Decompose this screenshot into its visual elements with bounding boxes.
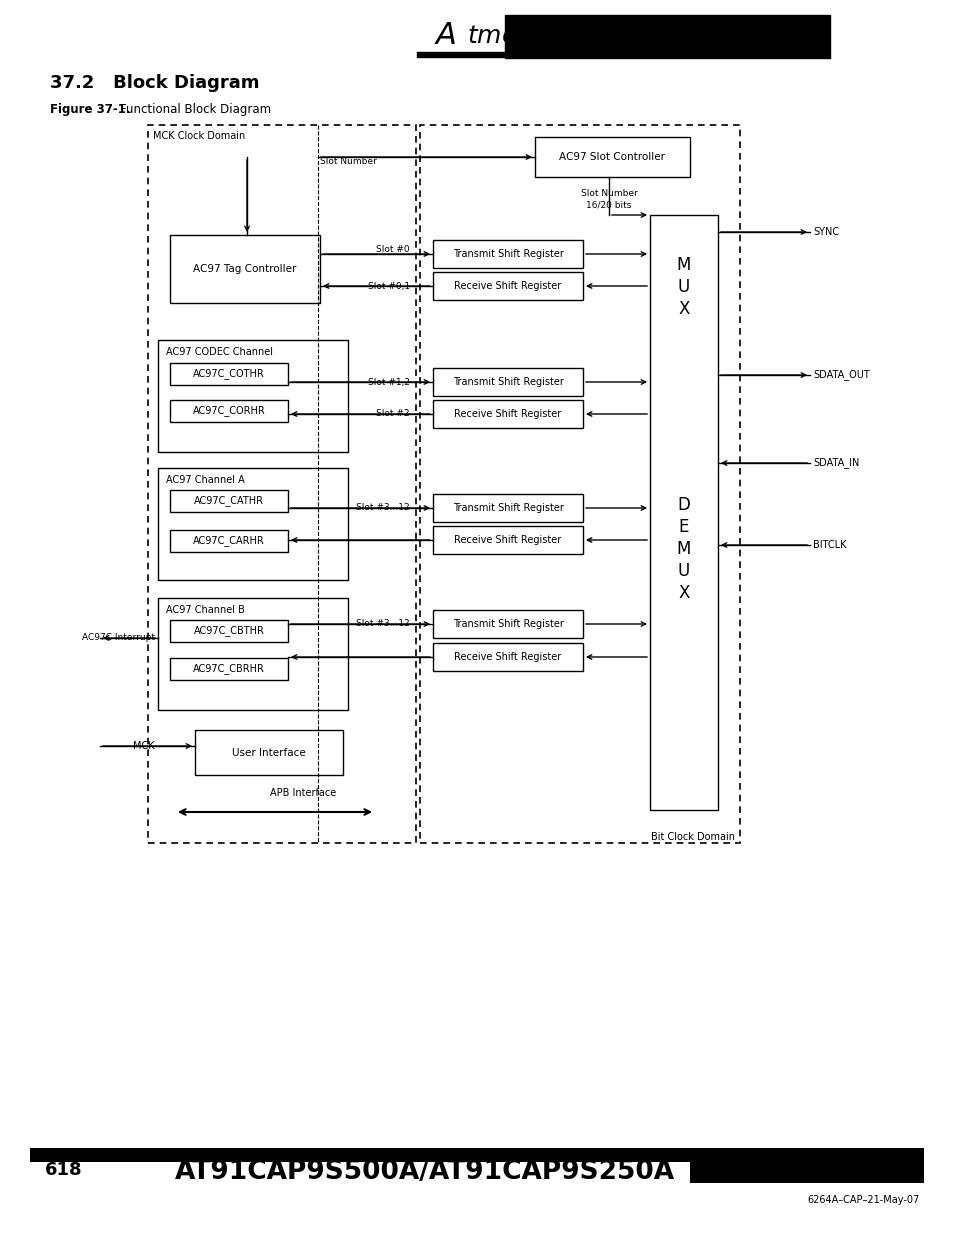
Text: MCK: MCK: [133, 741, 154, 751]
Bar: [433, 610, 582, 638]
Text: AC97C_CATHR: AC97C_CATHR: [193, 495, 264, 506]
Text: Receive Shift Register: Receive Shift Register: [454, 282, 561, 291]
Text: Transmit Shift Register: Transmit Shift Register: [452, 503, 563, 513]
Text: Transmit Shift Register: Transmit Shift Register: [452, 619, 563, 629]
Text: $\mathbf{\mathit{A}}$: $\mathbf{\mathit{A}}$: [434, 21, 456, 51]
Text: U: U: [678, 278, 689, 296]
Text: AC97C_COTHR: AC97C_COTHR: [193, 368, 265, 379]
Text: AC97C_CBTHR: AC97C_CBTHR: [193, 626, 264, 636]
Text: U: U: [678, 562, 689, 580]
Bar: [433, 526, 582, 555]
Text: AC97 CODEC Channel: AC97 CODEC Channel: [166, 347, 273, 357]
Text: AC97 Slot Controller: AC97 Slot Controller: [558, 152, 665, 162]
Text: AC97C_CBRHR: AC97C_CBRHR: [193, 663, 265, 674]
Text: Slot #3...12: Slot #3...12: [356, 504, 410, 513]
Bar: [419, 125, 740, 844]
Bar: [170, 490, 288, 513]
Text: M: M: [676, 540, 691, 558]
Bar: [433, 643, 582, 671]
Text: E: E: [679, 517, 688, 536]
Text: X: X: [678, 300, 689, 317]
Text: AC97C_CARHR: AC97C_CARHR: [193, 536, 265, 546]
Text: 37.2   Block Diagram: 37.2 Block Diagram: [50, 74, 259, 91]
Bar: [158, 468, 348, 580]
Text: User Interface: User Interface: [232, 747, 306, 757]
Text: SDATA_OUT: SDATA_OUT: [812, 369, 869, 380]
Bar: [148, 125, 416, 844]
Text: Slot Number: Slot Number: [580, 189, 637, 198]
Bar: [158, 340, 348, 452]
Text: Receive Shift Register: Receive Shift Register: [454, 409, 561, 419]
Text: ®: ®: [516, 47, 523, 57]
Text: AC97 Channel B: AC97 Channel B: [166, 605, 245, 615]
Text: Receive Shift Register: Receive Shift Register: [454, 652, 561, 662]
Text: AC97 Tag Controller: AC97 Tag Controller: [193, 264, 296, 274]
Bar: [649, 215, 718, 810]
Text: Transmit Shift Register: Transmit Shift Register: [452, 377, 563, 387]
Text: Receive Shift Register: Receive Shift Register: [454, 535, 561, 545]
Text: AC97C_CORHR: AC97C_CORHR: [193, 405, 265, 416]
Text: D: D: [677, 496, 690, 514]
Bar: [433, 494, 582, 522]
Text: AC97C Interrupt: AC97C Interrupt: [82, 634, 154, 642]
Bar: [433, 368, 582, 396]
Text: Slot #1,2: Slot #1,2: [368, 378, 410, 387]
Text: BITCLK: BITCLK: [812, 540, 845, 550]
Text: 618: 618: [45, 1161, 83, 1179]
Bar: [30, 1149, 923, 1162]
Text: Bit Clock Domain: Bit Clock Domain: [650, 832, 734, 842]
Text: APB Interface: APB Interface: [270, 788, 335, 798]
Bar: [433, 272, 582, 300]
Text: Slot #0,1: Slot #0,1: [368, 282, 410, 290]
Bar: [170, 530, 288, 552]
Bar: [535, 137, 689, 177]
Text: Slot #0: Slot #0: [376, 246, 410, 254]
Bar: [170, 235, 319, 303]
Text: Figure 37-1.: Figure 37-1.: [50, 104, 131, 116]
Bar: [170, 620, 288, 642]
Text: AT91CAP9S500A/AT91CAP9S250A: AT91CAP9S500A/AT91CAP9S250A: [174, 1158, 675, 1186]
Text: SDATA_IN: SDATA_IN: [812, 457, 859, 468]
Text: 6264A–CAP–21-May-07: 6264A–CAP–21-May-07: [807, 1195, 919, 1205]
Text: Transmit Shift Register: Transmit Shift Register: [452, 249, 563, 259]
Text: M: M: [676, 256, 691, 274]
Text: $\mathbf{\mathit{tmel}}$: $\mathbf{\mathit{tmel}}$: [467, 23, 525, 48]
Text: MCK Clock Domain: MCK Clock Domain: [152, 131, 245, 141]
Bar: [433, 400, 582, 429]
Text: AC97 Channel A: AC97 Channel A: [166, 475, 245, 485]
Bar: [689, 1155, 923, 1183]
Bar: [158, 598, 348, 710]
Text: Slot #2: Slot #2: [376, 410, 410, 419]
Bar: [433, 240, 582, 268]
Text: X: X: [678, 584, 689, 601]
Text: 16/20 bits: 16/20 bits: [586, 200, 631, 210]
Text: Functional Block Diagram: Functional Block Diagram: [120, 104, 271, 116]
Text: Slot Number: Slot Number: [319, 158, 376, 167]
Text: Slot #3...12: Slot #3...12: [356, 620, 410, 629]
Bar: [170, 400, 288, 422]
Text: SYNC: SYNC: [812, 227, 839, 237]
Bar: [170, 658, 288, 680]
Bar: [194, 730, 343, 776]
Bar: [170, 363, 288, 385]
